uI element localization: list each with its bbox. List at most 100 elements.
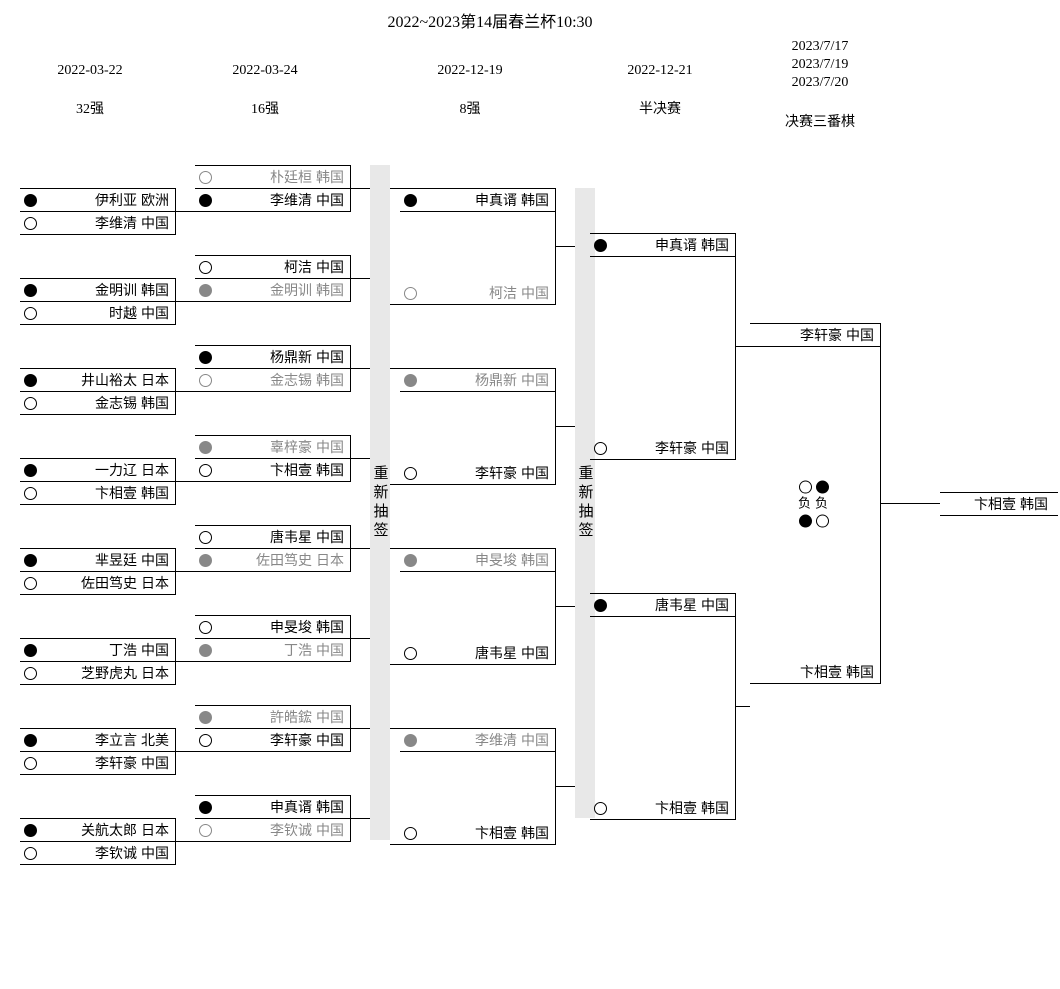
player-slot: 卞相壹韩国 (400, 822, 555, 844)
player-nation: 日本 (141, 663, 175, 683)
white-stone-icon (594, 802, 607, 815)
black-stone-icon (594, 239, 607, 252)
match: 柯洁中国金明训韩国 (195, 255, 351, 302)
player-nation: 中国 (316, 257, 350, 277)
player-slot: 芈昱廷中国 (20, 549, 175, 572)
final-match: 李轩豪中国负负卞相壹韩国 (750, 323, 881, 684)
player-nation: 中国 (521, 370, 555, 390)
player-name: 申真谞 (214, 797, 316, 817)
player-slot: 杨鼎新中国 (400, 369, 555, 392)
black-stone-icon (24, 464, 37, 477)
player-nation: 韩国 (141, 483, 175, 503)
match: 金明训韩国时越中国 (20, 278, 176, 325)
player-slot: 李立言北美 (20, 729, 175, 752)
player-name: 申旻埈 (214, 617, 316, 637)
player-nation: 韩国 (316, 617, 350, 637)
round-date: 2023/7/17 (750, 38, 890, 56)
black-stone-icon (199, 554, 212, 567)
player-name: 井山裕太 (39, 370, 141, 390)
player-slot: 关航太郎日本 (20, 819, 175, 842)
player-slot: 申真谞韩国 (400, 189, 555, 212)
player-nation: 北美 (141, 730, 175, 750)
player-nation: 韩国 (141, 393, 175, 413)
round-date: 2022-03-22 (20, 62, 160, 80)
player-name: 李维清 (214, 190, 316, 210)
black-stone-icon (404, 554, 417, 567)
white-stone-icon (199, 734, 212, 747)
player-slot: 卞相壹韩国 (750, 661, 880, 683)
player-name: 卞相壹 (214, 460, 316, 480)
match: 李维清中国卞相壹韩国 (400, 728, 556, 845)
player-slot: 李维清中国 (20, 212, 175, 234)
player-slot: 卞相壹韩国 (195, 459, 350, 481)
player-nation: 韩国 (316, 167, 350, 187)
column-header: 2022-12-21半决赛 (590, 62, 730, 118)
player-slot: 辜梓豪中国 (195, 436, 350, 459)
player-name: 伊利亚 (39, 190, 141, 210)
player-name: 柯洁 (419, 283, 521, 303)
player-name: 朴廷桓 (214, 167, 316, 187)
player-nation: 中国 (701, 438, 735, 458)
player-nation: 中国 (316, 640, 350, 660)
player-nation: 中国 (701, 595, 735, 615)
player-name: 卞相壹 (609, 798, 701, 818)
white-stone-icon (199, 171, 212, 184)
player-nation: 中国 (521, 283, 555, 303)
player-nation: 韩国 (521, 550, 555, 570)
match: 許皓鋐中国李轩豪中国 (195, 705, 351, 752)
player-nation: 日本 (141, 573, 175, 593)
player-slot: 申真谞韩国 (195, 796, 350, 819)
player-slot: 李钦诚中国 (195, 819, 350, 841)
player-nation: 中国 (316, 190, 350, 210)
player-name: 李立言 (39, 730, 141, 750)
player-name: 李钦诚 (214, 820, 316, 840)
player-nation: 日本 (316, 550, 350, 570)
white-stone-icon (199, 824, 212, 837)
white-stone-icon (404, 647, 417, 660)
player-slot: 李轩豪中国 (590, 437, 735, 459)
player-name: 唐韦星 (609, 595, 701, 615)
match: 李立言北美李轩豪中国 (20, 728, 176, 775)
player-slot: 申旻埈韩国 (195, 616, 350, 639)
match: 丁浩中国芝野虎丸日本 (20, 638, 176, 685)
player-name: 丁浩 (39, 640, 141, 660)
white-stone-icon (24, 307, 37, 320)
column-header: 2022-12-198强 (400, 62, 540, 118)
white-stone-icon (404, 287, 417, 300)
player-name: 李维清 (419, 730, 521, 750)
player-name: 金明训 (214, 280, 316, 300)
match: 申真谞韩国李轩豪中国 (590, 233, 736, 460)
match: 唐韦星中国卞相壹韩国 (590, 593, 736, 820)
player-name: 时越 (39, 303, 141, 323)
player-slot: 金明训韩国 (195, 279, 350, 301)
match: 申真谞韩国柯洁中国 (400, 188, 556, 305)
white-stone-icon (199, 621, 212, 634)
player-name: 金明训 (39, 280, 141, 300)
player-nation: 中国 (316, 347, 350, 367)
player-name: 李轩豪 (754, 325, 846, 345)
match: 申真谞韩国李钦诚中国 (195, 795, 351, 842)
player-name: 唐韦星 (214, 527, 316, 547)
player-slot: 井山裕太日本 (20, 369, 175, 392)
player-name: 李轩豪 (214, 730, 316, 750)
player-name: 芈昱廷 (39, 550, 141, 570)
player-slot: 申旻埈韩国 (400, 549, 555, 572)
white-stone-icon (404, 467, 417, 480)
white-stone-icon (199, 464, 212, 477)
round-label: 16强 (195, 98, 335, 118)
match: 伊利亚欧洲李维清中国 (20, 188, 176, 235)
player-nation: 韩国 (701, 235, 735, 255)
player-name: 卞相壹 (39, 483, 141, 503)
black-stone-icon (24, 284, 37, 297)
player-slot: 金明训韩国 (20, 279, 175, 302)
player-slot: 时越中国 (20, 302, 175, 324)
player-slot: 佐田笃史日本 (195, 549, 350, 571)
player-nation: 日本 (141, 460, 175, 480)
player-name: 李维清 (39, 213, 141, 233)
player-name: 佐田笃史 (214, 550, 316, 570)
player-slot: 一力辽日本 (20, 459, 175, 482)
black-stone-icon (199, 284, 212, 297)
match: 申旻埈韩国丁浩中国 (195, 615, 351, 662)
black-stone-icon (24, 644, 37, 657)
player-nation: 中国 (521, 730, 555, 750)
